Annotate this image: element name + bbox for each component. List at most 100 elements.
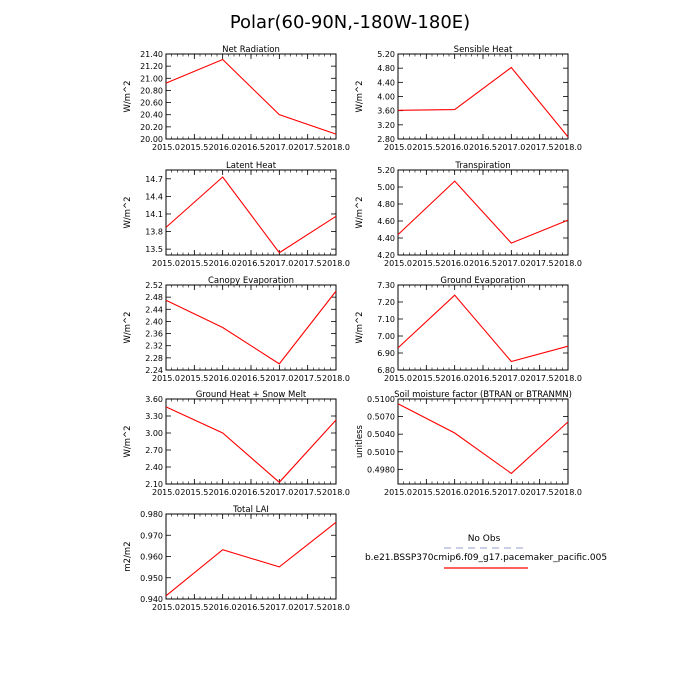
y-tick-label: 5.20 <box>377 166 395 175</box>
y-tick-label: 3.00 <box>145 429 163 438</box>
y-tick-label: 4.40 <box>377 78 395 87</box>
y-tick-label: 0.980 <box>140 510 163 519</box>
y-tick-label: 21.40 <box>140 50 163 59</box>
x-tick-label: 2017.0 <box>265 143 293 152</box>
series-line <box>397 294 569 363</box>
y-axis-label: W/m^2 <box>355 80 365 112</box>
y-tick-label: 6.80 <box>377 366 395 375</box>
panel-5: Canopy Evaporation 2015.0 2015.5 2016.0 2016… <box>123 276 350 383</box>
y-tick-label: 4.80 <box>377 64 395 73</box>
y-tick-label: 2.10 <box>145 480 163 489</box>
x-tick-label: 2018.0 <box>554 488 582 497</box>
y-tick-label: 2.44 <box>145 305 163 314</box>
panel-title: Sensible Heat <box>454 45 513 55</box>
series-line <box>397 180 569 244</box>
x-tick-label: 2015.0 <box>384 143 412 152</box>
y-tick-label: 3.60 <box>145 395 163 404</box>
y-tick-label: 21.00 <box>140 74 163 83</box>
x-tick-label: 2017.5 <box>526 374 554 383</box>
y-tick-label: 20.80 <box>140 86 163 95</box>
x-tick-label: 2016.0 <box>441 143 469 152</box>
figure-title: Polar(60-90N,-180W-180E) <box>230 12 470 33</box>
x-tick-label: 2017.5 <box>526 143 554 152</box>
y-tick-label: 4.60 <box>377 217 395 226</box>
y-tick-label: 0.970 <box>140 531 163 540</box>
y-tick-label: 0.4980 <box>367 465 395 474</box>
y-axis-label: W/m^2 <box>123 80 133 112</box>
y-tick-label: 0.5100 <box>367 395 395 404</box>
y-tick-label: 3.20 <box>377 121 395 130</box>
x-tick-label: 2015.5 <box>412 374 440 383</box>
plot-frame <box>397 398 569 485</box>
plot-frame <box>397 284 569 371</box>
x-tick-label: 2017.5 <box>294 143 322 152</box>
x-tick-label: 2018.0 <box>322 143 350 152</box>
y-axis-label: unitless <box>355 424 365 457</box>
y-tick-label: 2.70 <box>145 446 163 455</box>
panel-title: Net Radiation <box>222 45 280 55</box>
x-tick-label: 2018.0 <box>322 259 350 268</box>
series-line <box>397 66 569 138</box>
x-tick-label: 2016.0 <box>441 374 469 383</box>
x-tick-label: 2018.0 <box>322 488 350 497</box>
y-tick-label: 4.80 <box>377 200 395 209</box>
x-tick-label: 2015.5 <box>412 143 440 152</box>
y-tick-label: 0.5010 <box>367 448 395 457</box>
legend: No Obs b.e21.BSSP370cmip6.f09_g17.pacema… <box>365 534 607 569</box>
y-tick-label: 0.950 <box>140 574 163 583</box>
panel-title: Ground Heat + Snow Melt <box>196 390 307 400</box>
y-tick-label: 6.90 <box>377 349 395 358</box>
x-tick-label: 2016.5 <box>237 603 265 612</box>
y-tick-label: 4.00 <box>377 93 395 102</box>
x-tick-label: 2016.5 <box>469 374 497 383</box>
y-tick-label: 0.960 <box>140 553 163 562</box>
y-tick-label: 14.7 <box>145 175 163 184</box>
x-tick-label: 2018.0 <box>554 374 582 383</box>
x-tick-label: 2015.0 <box>152 603 180 612</box>
y-tick-label: 7.10 <box>377 315 395 324</box>
y-axis-label: W/m^2 <box>123 425 133 457</box>
x-tick-label: 2015.0 <box>384 488 412 497</box>
x-tick-label: 2015.5 <box>180 259 208 268</box>
x-tick-label: 2017.5 <box>526 259 554 268</box>
x-tick-label: 2015.5 <box>412 259 440 268</box>
y-tick-label: 2.80 <box>377 135 395 144</box>
panel-title: Total LAI <box>232 505 269 515</box>
x-tick-label: 2016.5 <box>237 488 265 497</box>
legend-obs-label: No Obs <box>468 534 501 544</box>
y-axis-label: W/m^2 <box>355 196 365 228</box>
y-tick-label: 14.4 <box>145 192 163 201</box>
x-tick-label: 2017.0 <box>497 374 525 383</box>
x-tick-label: 2018.0 <box>554 259 582 268</box>
x-tick-label: 2015.0 <box>384 259 412 268</box>
panel-title: Ground Evaporation <box>440 276 525 286</box>
y-axis-label: W/m^2 <box>123 196 133 228</box>
x-tick-label: 2017.0 <box>497 488 525 497</box>
panel-title: Transpiration <box>454 161 510 171</box>
y-tick-label: 21.20 <box>140 62 163 71</box>
y-tick-label: 0.5070 <box>367 413 395 422</box>
series-line <box>165 58 337 135</box>
plot-frame <box>165 169 337 256</box>
legend-case-label: b.e21.BSSP370cmip6.f09_g17.pacemaker_pac… <box>365 553 607 563</box>
x-tick-label: 2015.5 <box>412 488 440 497</box>
plot-frame <box>397 53 569 140</box>
plot-frame <box>165 53 337 140</box>
y-axis-label: W/m^2 <box>355 311 365 343</box>
y-tick-label: 20.40 <box>140 111 163 120</box>
x-tick-label: 2015.5 <box>180 488 208 497</box>
panel-title: Canopy Evaporation <box>208 276 294 286</box>
x-tick-label: 2017.5 <box>526 488 554 497</box>
x-tick-label: 2015.5 <box>180 143 208 152</box>
x-tick-label: 2016.0 <box>209 143 237 152</box>
y-tick-label: 2.36 <box>145 330 163 339</box>
series-line <box>165 521 337 597</box>
y-tick-label: 20.60 <box>140 99 163 108</box>
x-tick-label: 2015.0 <box>384 374 412 383</box>
y-tick-label: 13.8 <box>145 228 163 237</box>
panel-6: Ground Evaporation 2015.0 2015.5 2016.0 2016… <box>355 276 582 383</box>
